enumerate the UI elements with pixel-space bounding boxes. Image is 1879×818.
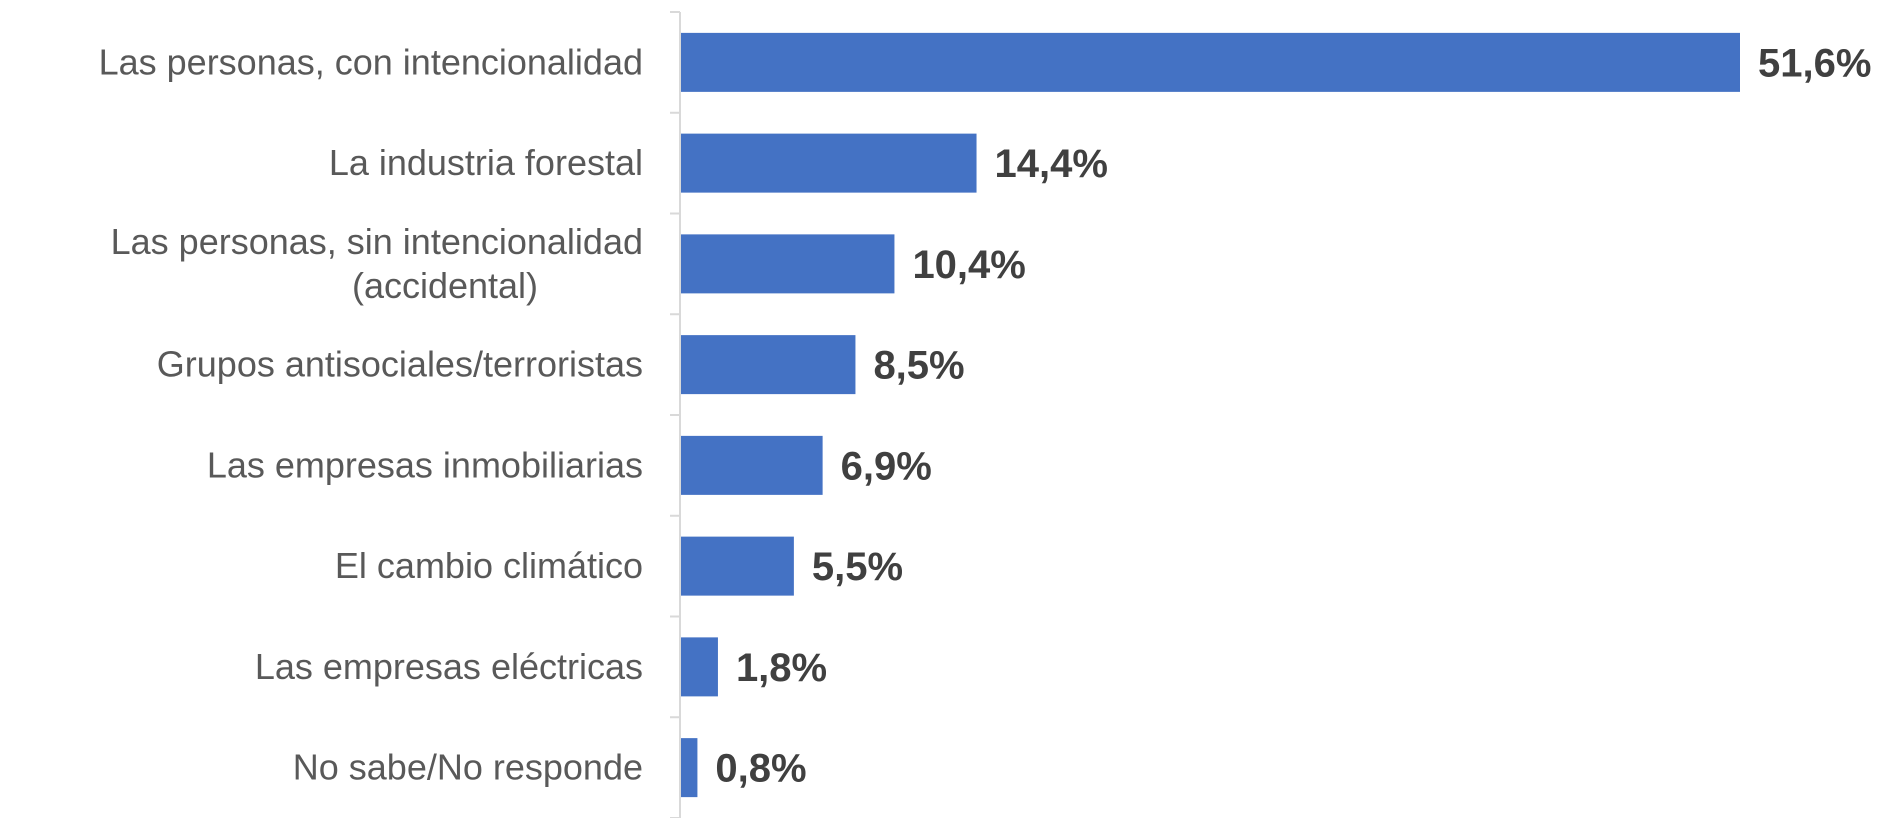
category-label: Las empresas inmobiliarias <box>207 444 643 485</box>
data-label: 14,4% <box>995 142 1108 186</box>
category-label-line: Las personas, con intencionalidad <box>99 41 643 82</box>
category-label-line: La industria forestal <box>329 142 643 183</box>
category-label: La industria forestal <box>329 142 643 183</box>
category-label: No sabe/No responde <box>293 747 643 788</box>
category-label-line: El cambio climático <box>335 545 643 586</box>
category-label-line: Grupos antisociales/terroristas <box>157 344 643 385</box>
bar <box>681 738 698 798</box>
bar <box>681 435 823 495</box>
bar <box>681 637 718 697</box>
category-label: Grupos antisociales/terroristas <box>157 344 643 385</box>
category-label-line: Las personas, sin intencionalidad <box>111 221 643 262</box>
category-labels: Las personas, con intencionalidad La indu… <box>99 41 643 787</box>
data-label: 51,6% <box>1758 41 1871 85</box>
data-label: 0,8% <box>715 747 806 791</box>
bar <box>681 133 977 193</box>
category-label-line: Las empresas inmobiliarias <box>207 444 643 485</box>
category-label: Las personas, con intencionalidad <box>99 41 643 82</box>
axis-layer <box>670 11 681 818</box>
category-label: El cambio climático <box>335 545 643 586</box>
value-labels: 51,6% 14,4% 10,4% 8,5% 6,9% 5,5% 1,8% 0,8% <box>715 41 1871 790</box>
data-label: 1,8% <box>736 646 827 690</box>
data-label: 6,9% <box>841 444 932 488</box>
category-label-line: (accidental) <box>352 265 538 306</box>
bar <box>681 536 794 596</box>
bar <box>681 335 856 395</box>
bar <box>681 32 1740 92</box>
data-label: 10,4% <box>912 243 1025 287</box>
category-label-line: Las empresas eléctricas <box>255 646 643 687</box>
data-label: 5,5% <box>812 545 903 589</box>
bar <box>681 234 895 294</box>
bars-layer <box>681 32 1740 798</box>
category-label: Las personas, sin intencionalidad (accide… <box>111 221 643 306</box>
category-label: Las empresas eléctricas <box>255 646 643 687</box>
category-label-line: No sabe/No responde <box>293 747 643 788</box>
data-label: 8,5% <box>873 344 964 388</box>
